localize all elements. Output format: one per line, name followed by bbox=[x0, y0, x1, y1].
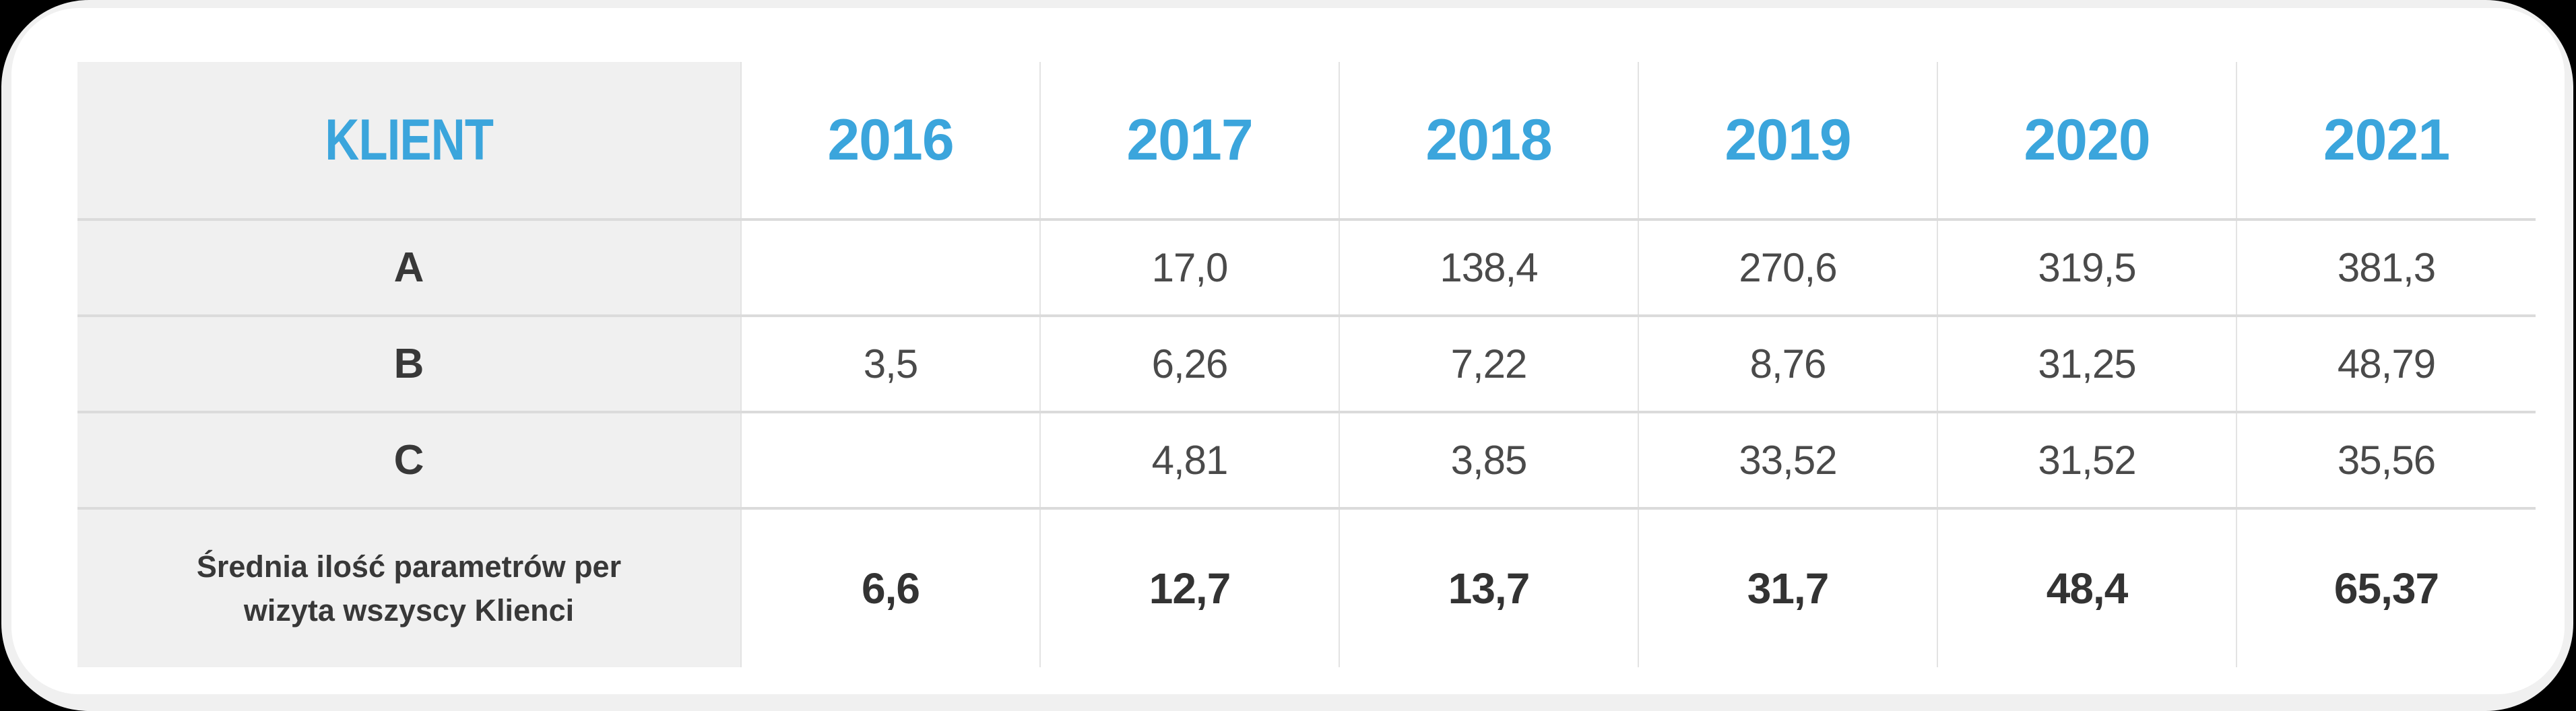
summary-value: 6,6 bbox=[862, 564, 920, 613]
value: 6,26 bbox=[1151, 341, 1229, 386]
header-cell-2021: 2021 bbox=[2236, 62, 2536, 219]
client-label: A bbox=[393, 244, 424, 291]
value-cell: 319,5 bbox=[1937, 218, 2236, 316]
value-cell: 8,76 bbox=[1638, 314, 1937, 412]
summary-value: 12,7 bbox=[1149, 564, 1231, 613]
table-row-client-a: A 17,0 138,4 270,6 319,5 381,3 bbox=[77, 218, 2536, 316]
value: 35,56 bbox=[2337, 438, 2436, 483]
value-cell: 7,22 bbox=[1339, 314, 1638, 412]
header-cell-2017: 2017 bbox=[1039, 62, 1339, 219]
value: 8,76 bbox=[1749, 341, 1827, 386]
header-cell-klient: KLIENT bbox=[77, 62, 741, 219]
value: 4,81 bbox=[1151, 438, 1229, 483]
value-cell: 48,79 bbox=[2236, 314, 2536, 412]
value-cell bbox=[740, 411, 1040, 508]
year-header-label: 2016 bbox=[827, 107, 954, 172]
value-cell: 138,4 bbox=[1339, 218, 1638, 316]
year-header-label: 2020 bbox=[2024, 107, 2150, 172]
klient-header-label: KLIENT bbox=[325, 107, 494, 172]
header-row: KLIENT 2016 2017 2018 2019 2020 2021 bbox=[77, 62, 2536, 219]
value-cell: 3,5 bbox=[740, 314, 1040, 412]
value-cell: 33,52 bbox=[1638, 411, 1937, 508]
value-cell: 381,3 bbox=[2236, 218, 2536, 316]
value: 7,22 bbox=[1450, 341, 1528, 386]
summary-value-cell: 65,37 bbox=[2236, 507, 2536, 667]
value-cell bbox=[740, 218, 1040, 316]
value-cell: 6,26 bbox=[1039, 314, 1339, 412]
summary-value-cell: 12,7 bbox=[1039, 507, 1339, 667]
value: 3,85 bbox=[1450, 438, 1528, 483]
value: 31,25 bbox=[2038, 341, 2136, 386]
table-card: KLIENT 2016 2017 2018 2019 2020 2021 A 1… bbox=[11, 8, 2565, 694]
value-cell: 3,85 bbox=[1339, 411, 1638, 508]
value: 31,52 bbox=[2038, 438, 2136, 483]
value: 3,5 bbox=[863, 341, 918, 386]
value-cell: 31,25 bbox=[1937, 314, 2236, 412]
value-cell: 270,6 bbox=[1638, 218, 1937, 316]
summary-value-cell: 31,7 bbox=[1638, 507, 1937, 667]
value-cell: 35,56 bbox=[2236, 411, 2536, 508]
value: 33,52 bbox=[1739, 438, 1837, 483]
summary-value-cell: 6,6 bbox=[740, 507, 1040, 667]
value: 17,0 bbox=[1151, 245, 1229, 290]
year-header-label: 2018 bbox=[1425, 107, 1552, 172]
row-label-cell: A bbox=[77, 218, 741, 316]
header-cell-2018: 2018 bbox=[1339, 62, 1638, 219]
summary-value: 48,4 bbox=[2046, 564, 2129, 613]
value-cell: 17,0 bbox=[1039, 218, 1339, 316]
klient-parameters-table: KLIENT 2016 2017 2018 2019 2020 2021 A 1… bbox=[77, 62, 2536, 667]
summary-value: 13,7 bbox=[1448, 564, 1531, 613]
value: 381,3 bbox=[2337, 245, 2436, 290]
summary-value: 65,37 bbox=[2333, 564, 2439, 613]
header-cell-2016: 2016 bbox=[740, 62, 1040, 219]
value-cell: 4,81 bbox=[1039, 411, 1339, 508]
year-header-label: 2017 bbox=[1126, 107, 1253, 172]
table-row-client-b: B 3,5 6,26 7,22 8,76 31,25 48,79 bbox=[77, 314, 2536, 412]
value: 270,6 bbox=[1739, 245, 1837, 290]
table-row-client-c: C 4,81 3,85 33,52 31,52 35,56 bbox=[77, 411, 2536, 508]
row-label-cell: C bbox=[77, 411, 741, 508]
client-label: B bbox=[393, 341, 424, 387]
summary-value-cell: 13,7 bbox=[1339, 507, 1638, 667]
client-label: C bbox=[393, 437, 424, 483]
summary-label: Średnia ilość parametrów per wizyta wszy… bbox=[196, 549, 622, 628]
table-row-summary-average: Średnia ilość parametrów per wizyta wszy… bbox=[77, 507, 2536, 667]
header-cell-2019: 2019 bbox=[1638, 62, 1937, 219]
summary-value-cell: 48,4 bbox=[1937, 507, 2236, 667]
value-cell: 31,52 bbox=[1937, 411, 2236, 508]
year-header-label: 2019 bbox=[1725, 107, 1851, 172]
value: 319,5 bbox=[2038, 245, 2136, 290]
summary-label-cell: Średnia ilość parametrów per wizyta wszy… bbox=[77, 507, 741, 667]
row-label-cell: B bbox=[77, 314, 741, 412]
summary-value: 31,7 bbox=[1747, 564, 1830, 613]
value: 48,79 bbox=[2337, 341, 2436, 386]
value: 138,4 bbox=[1440, 245, 1538, 290]
header-cell-2020: 2020 bbox=[1937, 62, 2236, 219]
year-header-label: 2021 bbox=[2323, 107, 2450, 172]
